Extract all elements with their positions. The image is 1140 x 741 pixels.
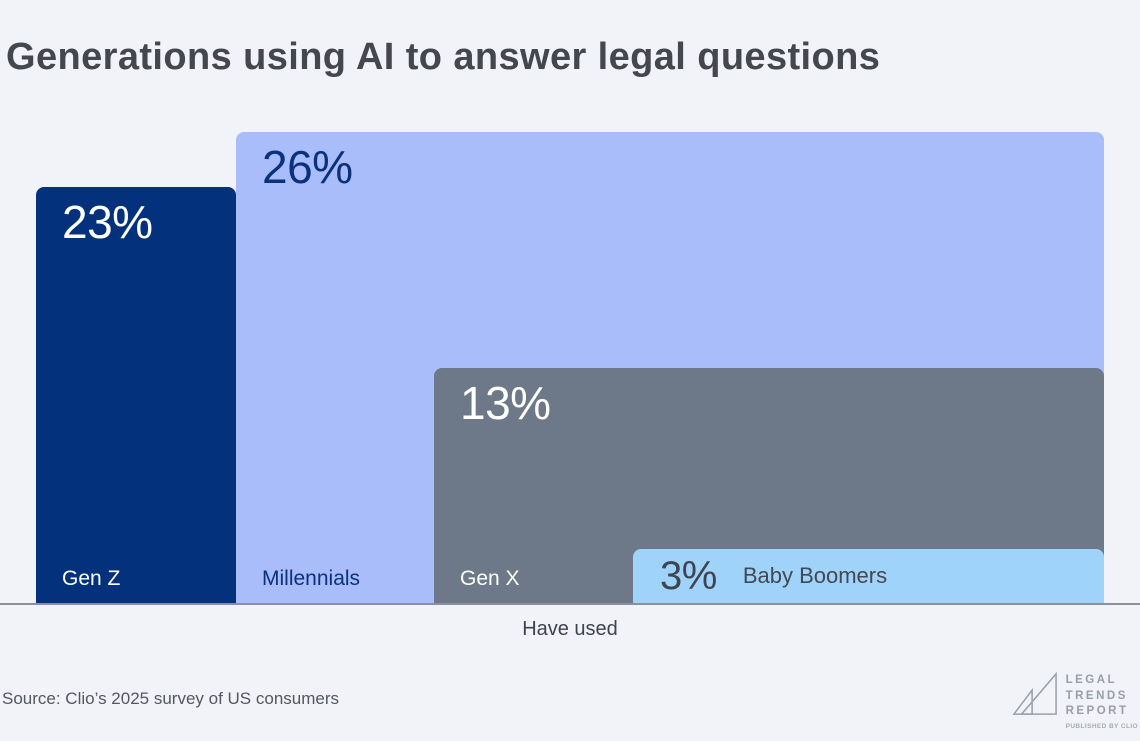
- bar-category-label: Baby Boomers: [742, 563, 888, 588]
- logo-published-by-clio: PUBLISHED BY CLIO: [1065, 722, 1138, 730]
- legal-trends-report-logo: LEGAL TRENDS REPORT PUBLISHED BY CLIO: [1011, 669, 1138, 730]
- bar-baby-boomers: 3% Baby Boomers: [633, 549, 1104, 603]
- bar-value-label: 26%: [262, 141, 353, 193]
- bar-value-label: 23%: [62, 196, 153, 248]
- bar-category-label: Gen X: [460, 567, 520, 590]
- logo-line-legal: LEGAL: [1065, 674, 1118, 686]
- x-axis-label: Have used: [522, 618, 618, 640]
- x-axis-line: [0, 603, 1140, 605]
- triangles-logo-icon: [1011, 669, 1058, 717]
- page-title: Generations using AI to answer legal que…: [6, 36, 881, 78]
- bar-category-label: Gen Z: [62, 567, 121, 590]
- logo-line-trends: TRENDS: [1065, 689, 1128, 702]
- bar-value-label: 3%: [660, 554, 717, 598]
- bar-category-label: Millennials: [262, 567, 361, 590]
- source-note: Source: Clio’s 2025 survey of US consume…: [2, 689, 340, 708]
- logo-wordmark: LEGAL TRENDS REPORT PUBLISHED BY CLIO: [1066, 669, 1138, 730]
- bar-value-label: 13%: [460, 377, 551, 429]
- bar-gen-z: 23% Gen Z: [36, 187, 236, 603]
- logo-line-report: REPORT: [1065, 705, 1129, 717]
